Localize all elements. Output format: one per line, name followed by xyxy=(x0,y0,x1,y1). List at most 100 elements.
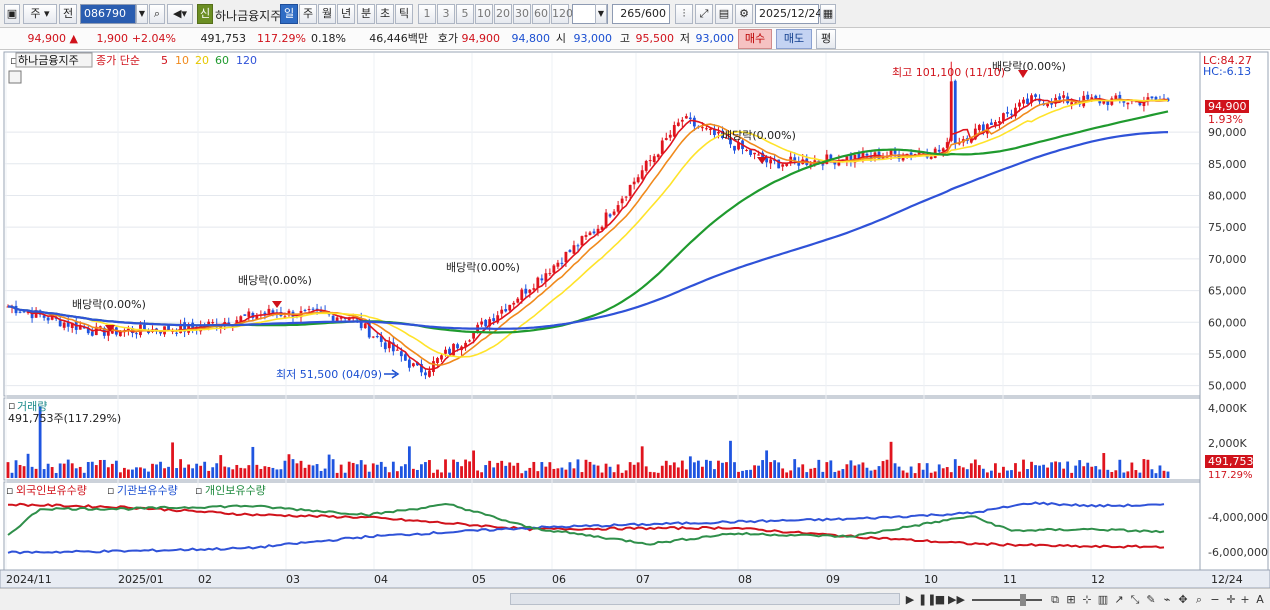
move-icon[interactable]: ✥ xyxy=(1178,593,1188,606)
code-input[interactable]: 086790 xyxy=(80,4,136,24)
minus-icon[interactable]: − xyxy=(1210,593,1220,606)
custom-period-dropdown-icon[interactable]: ▼ xyxy=(595,4,607,24)
code-dropdown-icon[interactable]: ▼ xyxy=(136,4,148,24)
num-5[interactable]: 5 xyxy=(456,4,474,24)
dividend-annotation-5: 배당락(0.00%) xyxy=(992,60,1066,73)
candle xyxy=(705,128,708,130)
volume-bar xyxy=(22,466,26,478)
gear-icon[interactable]: ⚙ xyxy=(735,4,753,24)
volume-bar xyxy=(143,468,146,478)
draw-line-icon[interactable]: ↗ xyxy=(1114,593,1124,606)
volume-bar xyxy=(456,461,459,478)
grid-icon[interactable]: ⊞ xyxy=(1066,593,1076,606)
period-minute[interactable]: 분 xyxy=(357,4,375,24)
num-60[interactable]: 60 xyxy=(532,4,550,24)
period-week[interactable]: 주 xyxy=(299,4,317,24)
num-3[interactable]: 3 xyxy=(437,4,455,24)
calendar-icon[interactable]: ▦ xyxy=(820,4,836,24)
volume-bar xyxy=(231,469,235,478)
volume-bar xyxy=(1086,462,1090,478)
candle xyxy=(973,128,977,140)
font-size-icon[interactable]: A xyxy=(1256,593,1264,606)
candle xyxy=(729,137,732,145)
table-toggle-icon[interactable] xyxy=(8,70,22,84)
bottom-controls: ▶ ❚❚ ■ ▶▶ ⧉ ⊞ ⊹ ▥ ↗ ⤡ ✎ ⌁ ✥ ⌕ − ✛ + A xyxy=(0,588,1270,610)
count-field[interactable]: 265/600 xyxy=(612,4,670,24)
stop-icon[interactable]: ■ xyxy=(934,593,946,606)
candle xyxy=(263,312,267,315)
crosshair-move-icon[interactable]: ✛ xyxy=(1226,593,1236,606)
num-1[interactable]: 1 xyxy=(418,4,436,24)
volume-bar xyxy=(636,462,640,478)
candle xyxy=(596,228,600,234)
candle xyxy=(664,138,668,140)
candle xyxy=(484,319,488,327)
zoom-icon[interactable]: ⤢ xyxy=(695,4,713,24)
candle xyxy=(335,317,339,322)
low-label: 저 xyxy=(679,32,690,45)
period-year[interactable]: 년 xyxy=(337,4,355,24)
scroll-track[interactable] xyxy=(510,593,900,605)
period-dropdown[interactable]: 주 ▾ xyxy=(23,4,57,24)
fast-forward-icon[interactable]: ▶▶ xyxy=(948,593,965,606)
chart-settings-icon[interactable]: ▥ xyxy=(1097,593,1109,606)
play-icon[interactable]: ▶ xyxy=(905,593,915,606)
candle xyxy=(989,122,993,125)
candle-type-icon[interactable]: ⫶ xyxy=(675,4,693,24)
layout-icon[interactable]: ⧉ xyxy=(1051,593,1059,606)
brush-icon[interactable]: ⌁ xyxy=(1163,593,1171,606)
num-120[interactable]: 120 xyxy=(551,4,573,24)
candle xyxy=(913,154,917,156)
candle xyxy=(211,322,215,324)
volume-bar xyxy=(399,466,403,478)
num-10[interactable]: 10 xyxy=(475,4,493,24)
speaker-icon[interactable]: ◀▾ xyxy=(167,4,193,24)
pause-icon[interactable]: ❚❚ xyxy=(918,593,937,606)
stock-chart[interactable]: ▫ 하나금융지주 종가 단순 5 10 20 60 120 LC:84.27 H… xyxy=(0,50,1270,588)
candle xyxy=(283,316,287,318)
pen-icon[interactable]: ✎ xyxy=(1146,593,1156,606)
buy-button[interactable]: 매수 xyxy=(738,29,772,49)
volume-bar xyxy=(536,471,540,478)
date-input[interactable]: 2025/12/24 xyxy=(755,4,822,24)
crosshair-icon[interactable]: ⊹ xyxy=(1082,593,1092,606)
magnifier-icon[interactable]: ⌕ xyxy=(1195,593,1203,606)
plus-icon[interactable]: + xyxy=(1240,593,1250,606)
type-button[interactable]: 전 xyxy=(59,4,77,24)
zoom-slider[interactable] xyxy=(972,599,1042,601)
save-icon[interactable]: ▤ xyxy=(715,4,733,24)
period-tick[interactable]: 틱 xyxy=(395,4,413,24)
sell-button[interactable]: 매도 xyxy=(776,29,812,49)
volume-bar xyxy=(998,472,1001,478)
draw-tool-icon[interactable]: ⤡ xyxy=(1130,593,1140,606)
period-month[interactable]: 월 xyxy=(318,4,336,24)
volume-readout: 491,753주(117.29%) xyxy=(8,412,121,425)
volume-bar xyxy=(572,468,576,478)
price-panel[interactable] xyxy=(3,51,1201,397)
volume-bar xyxy=(713,469,716,478)
evaluate-button[interactable]: 평 xyxy=(816,29,836,49)
volume-bar xyxy=(420,464,423,478)
ma-20-label: 20 xyxy=(195,54,209,67)
volume-bar xyxy=(167,466,170,478)
candle xyxy=(98,326,102,328)
volume-bar xyxy=(351,462,355,478)
period-day[interactable]: 일 xyxy=(280,4,298,24)
volume-panel[interactable] xyxy=(3,397,1201,481)
period-second[interactable]: 초 xyxy=(376,4,394,24)
search-icon[interactable]: ⌕ xyxy=(149,4,165,24)
volume-bar xyxy=(247,465,251,478)
volume-bar xyxy=(127,469,130,478)
panel-title-box[interactable] xyxy=(15,52,93,68)
candle xyxy=(789,156,793,162)
volume-bar xyxy=(648,471,652,478)
num-30[interactable]: 30 xyxy=(513,4,531,24)
candle xyxy=(143,324,146,331)
volume-bar xyxy=(215,463,219,478)
volume-bar xyxy=(520,473,524,478)
volume-bar xyxy=(576,459,580,478)
num-20[interactable]: 20 xyxy=(494,4,512,24)
window-icon[interactable]: ▣ xyxy=(4,4,20,24)
zoom-slider-handle[interactable] xyxy=(1020,594,1026,606)
volume-bar xyxy=(688,456,692,478)
